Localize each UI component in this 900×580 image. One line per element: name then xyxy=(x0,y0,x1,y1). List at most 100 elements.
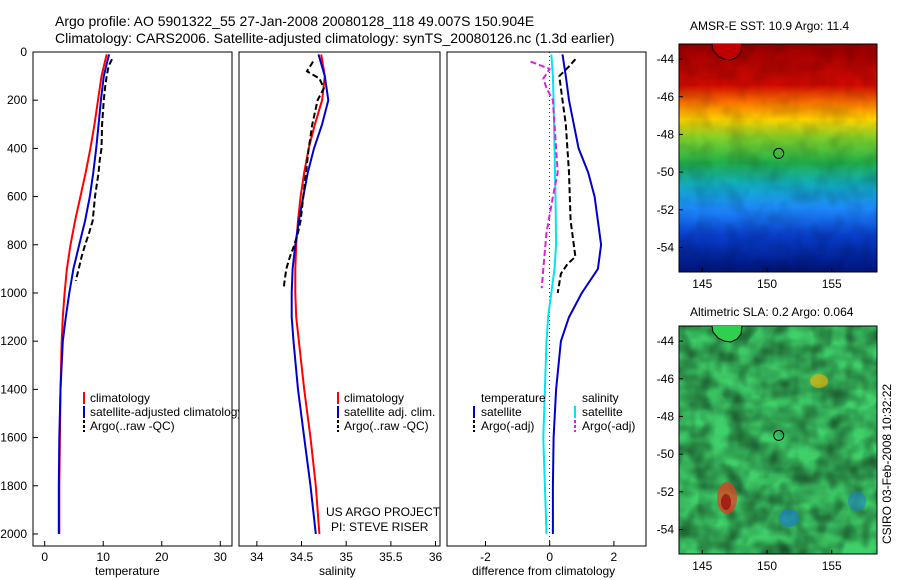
difference-axes-box xyxy=(446,51,647,547)
legend-label-temp-argo: Argo(-adj) xyxy=(481,419,534,433)
legend-label-satellite: satellite adj. clim. xyxy=(344,405,435,419)
temperature-legend: climatology satellite-adjusted climatolo… xyxy=(83,391,243,433)
map-x-tick-label: 155 xyxy=(822,559,842,573)
tasmania-coastline xyxy=(711,43,743,61)
sla-map-title: Altimetric SLA: 0.2 Argo: 0.064 xyxy=(690,305,854,319)
legend-label-sal-argo: Argo(-adj) xyxy=(582,419,635,433)
map-y-tick-label: -48 xyxy=(657,127,675,141)
legend-label-temp-satellite: satellite xyxy=(481,405,522,419)
series-line-argo-raw-qc- xyxy=(74,58,113,282)
sla-low-anomaly xyxy=(848,491,866,511)
map-x-tick-label: 150 xyxy=(757,559,777,573)
x-tick-label: 34.5 xyxy=(290,550,314,564)
sst-map-panel: AMSR-E SST: 10.9 Argo: 11.4 145 150 155 -44… xyxy=(657,19,878,291)
sla-map-frame xyxy=(678,325,878,555)
map-x-tick-label: 145 xyxy=(692,559,712,573)
y-tick-label: 0 xyxy=(20,45,27,59)
map-y-tick-label: -50 xyxy=(657,165,675,179)
series-line-salinity-argo-adj- xyxy=(530,60,559,289)
y-tick-label: 800 xyxy=(7,238,27,252)
temperature-series xyxy=(57,54,113,534)
argo-position-marker xyxy=(773,429,785,441)
sst-map-frame xyxy=(678,43,878,273)
map-y-tick-label: -54 xyxy=(657,241,675,255)
series-line-temperature-argo-adj- xyxy=(556,58,577,294)
sla-warm-blob xyxy=(810,374,828,388)
map-y-tick-label: -50 xyxy=(657,447,675,461)
difference-x-axis: -2 0 2 xyxy=(480,541,618,564)
y-tick-label: 400 xyxy=(7,141,27,155)
sst-map-title: AMSR-E SST: 10.9 Argo: 11.4 xyxy=(690,19,850,33)
map-y-tick-label: -48 xyxy=(657,409,675,423)
temperature-xlabel: temperature xyxy=(95,564,160,578)
difference-xlabel: difference from climatology xyxy=(472,564,615,578)
y-tick-label: 1600 xyxy=(0,431,27,445)
y-tick-label: 1800 xyxy=(0,479,27,493)
x-tick-label: 0 xyxy=(546,550,553,564)
tasmania-coastline xyxy=(711,325,743,343)
y-tick-label: 2000 xyxy=(0,527,27,541)
creation-stamp: CSIRO 03-Feb-2008 10:32:22 xyxy=(880,384,894,544)
x-tick-label: 0 xyxy=(41,550,48,564)
x-tick-label: 35 xyxy=(340,550,354,564)
x-tick-label: 35.5 xyxy=(379,550,403,564)
temperature-axes-box xyxy=(32,51,233,547)
y-tick-label: 1400 xyxy=(0,382,27,396)
x-tick-label: 34 xyxy=(250,550,264,564)
legend-title-salinity: salinity xyxy=(582,391,619,405)
legend-label-satellite: satellite-adjusted climatology xyxy=(90,405,243,419)
x-tick-label: 10 xyxy=(97,550,111,564)
salinity-legend: climatology satellite adj. clim. Argo(..… xyxy=(337,391,435,433)
salinity-series xyxy=(282,54,330,535)
legend-label-argo: Argo(..raw -QC) xyxy=(344,419,429,433)
map-y-tick-label: -52 xyxy=(657,485,675,499)
map-y-tick-label: -44 xyxy=(657,334,675,348)
sla-low-anomaly xyxy=(779,509,799,527)
series-line-argo-raw-qc- xyxy=(282,61,325,289)
y-tick-label: 1000 xyxy=(0,286,27,300)
series-line-satellite-adj-clim- xyxy=(290,54,330,535)
sla-map-panel: Altimetric SLA: 0.2 Argo: 0.064 145 150 15… xyxy=(657,305,878,573)
figure-title-line2: Climatology: CARS2006. Satellite-adjuste… xyxy=(55,30,615,46)
depth-axis: 0 200 400 600 800 1000 1200 1400 1600 1800 2000 xyxy=(0,45,38,541)
figure-title-line1: Argo profile: AO 5901322_55 27-Jan-2008 … xyxy=(55,13,534,29)
difference-series xyxy=(530,54,603,535)
series-line-temperature-satellite xyxy=(551,54,603,534)
y-tick-label: 600 xyxy=(7,190,27,204)
temperature-x-axis: 0 10 20 30 xyxy=(41,541,227,564)
legend-label-sal-satellite: satellite xyxy=(582,405,623,419)
x-tick-label: 2 xyxy=(611,550,618,564)
difference-legend: temperature satellite Argo(-adj) salinit… xyxy=(473,391,635,433)
sla-map-axes: 145 150 155 -44 -46 -48 -50 -52 -54 xyxy=(657,334,842,573)
map-y-tick-label: -44 xyxy=(657,52,675,66)
salinity-xlabel: salinity xyxy=(319,564,356,578)
map-x-tick-label: 145 xyxy=(692,277,712,291)
legend-label-climatology: climatology xyxy=(90,391,150,405)
temperature-panel: 0 200 400 600 800 1000 1200 1400 1600 1800 2000 0 1… xyxy=(0,45,243,578)
map-y-tick-label: -52 xyxy=(657,203,675,217)
salinity-axes-box xyxy=(238,51,441,547)
y-tick-label: 1200 xyxy=(0,334,27,348)
map-y-tick-label: -46 xyxy=(657,90,675,104)
difference-panel: -2 0 2 difference from climatology tempera… xyxy=(446,51,647,578)
sst-map-axes: 145 150 155 -44 -46 -48 -50 -52 -54 xyxy=(657,52,842,291)
argo-position-marker xyxy=(773,147,785,159)
map-x-tick-label: 155 xyxy=(822,277,842,291)
legend-title-temperature: temperature xyxy=(481,391,546,405)
x-tick-label: 20 xyxy=(155,550,169,564)
x-tick-label: -2 xyxy=(480,550,491,564)
series-line-satellite-adjusted-climatology xyxy=(57,54,111,534)
sla-high-core xyxy=(721,494,731,510)
x-tick-label: 36 xyxy=(429,550,443,564)
salinity-panel: 34 34.5 35 35.5 36 salinity climatology sate… xyxy=(238,51,443,578)
legend-label-climatology: climatology xyxy=(344,391,404,405)
legend-label-argo: Argo(..raw -QC) xyxy=(90,419,175,433)
map-x-tick-label: 150 xyxy=(757,277,777,291)
map-y-tick-label: -54 xyxy=(657,523,675,537)
pi-label: PI: STEVE RISER xyxy=(331,520,429,534)
x-tick-label: 30 xyxy=(214,550,228,564)
project-label: US ARGO PROJECT xyxy=(326,505,441,519)
map-y-tick-label: -46 xyxy=(657,372,675,386)
y-tick-label: 200 xyxy=(7,93,27,107)
